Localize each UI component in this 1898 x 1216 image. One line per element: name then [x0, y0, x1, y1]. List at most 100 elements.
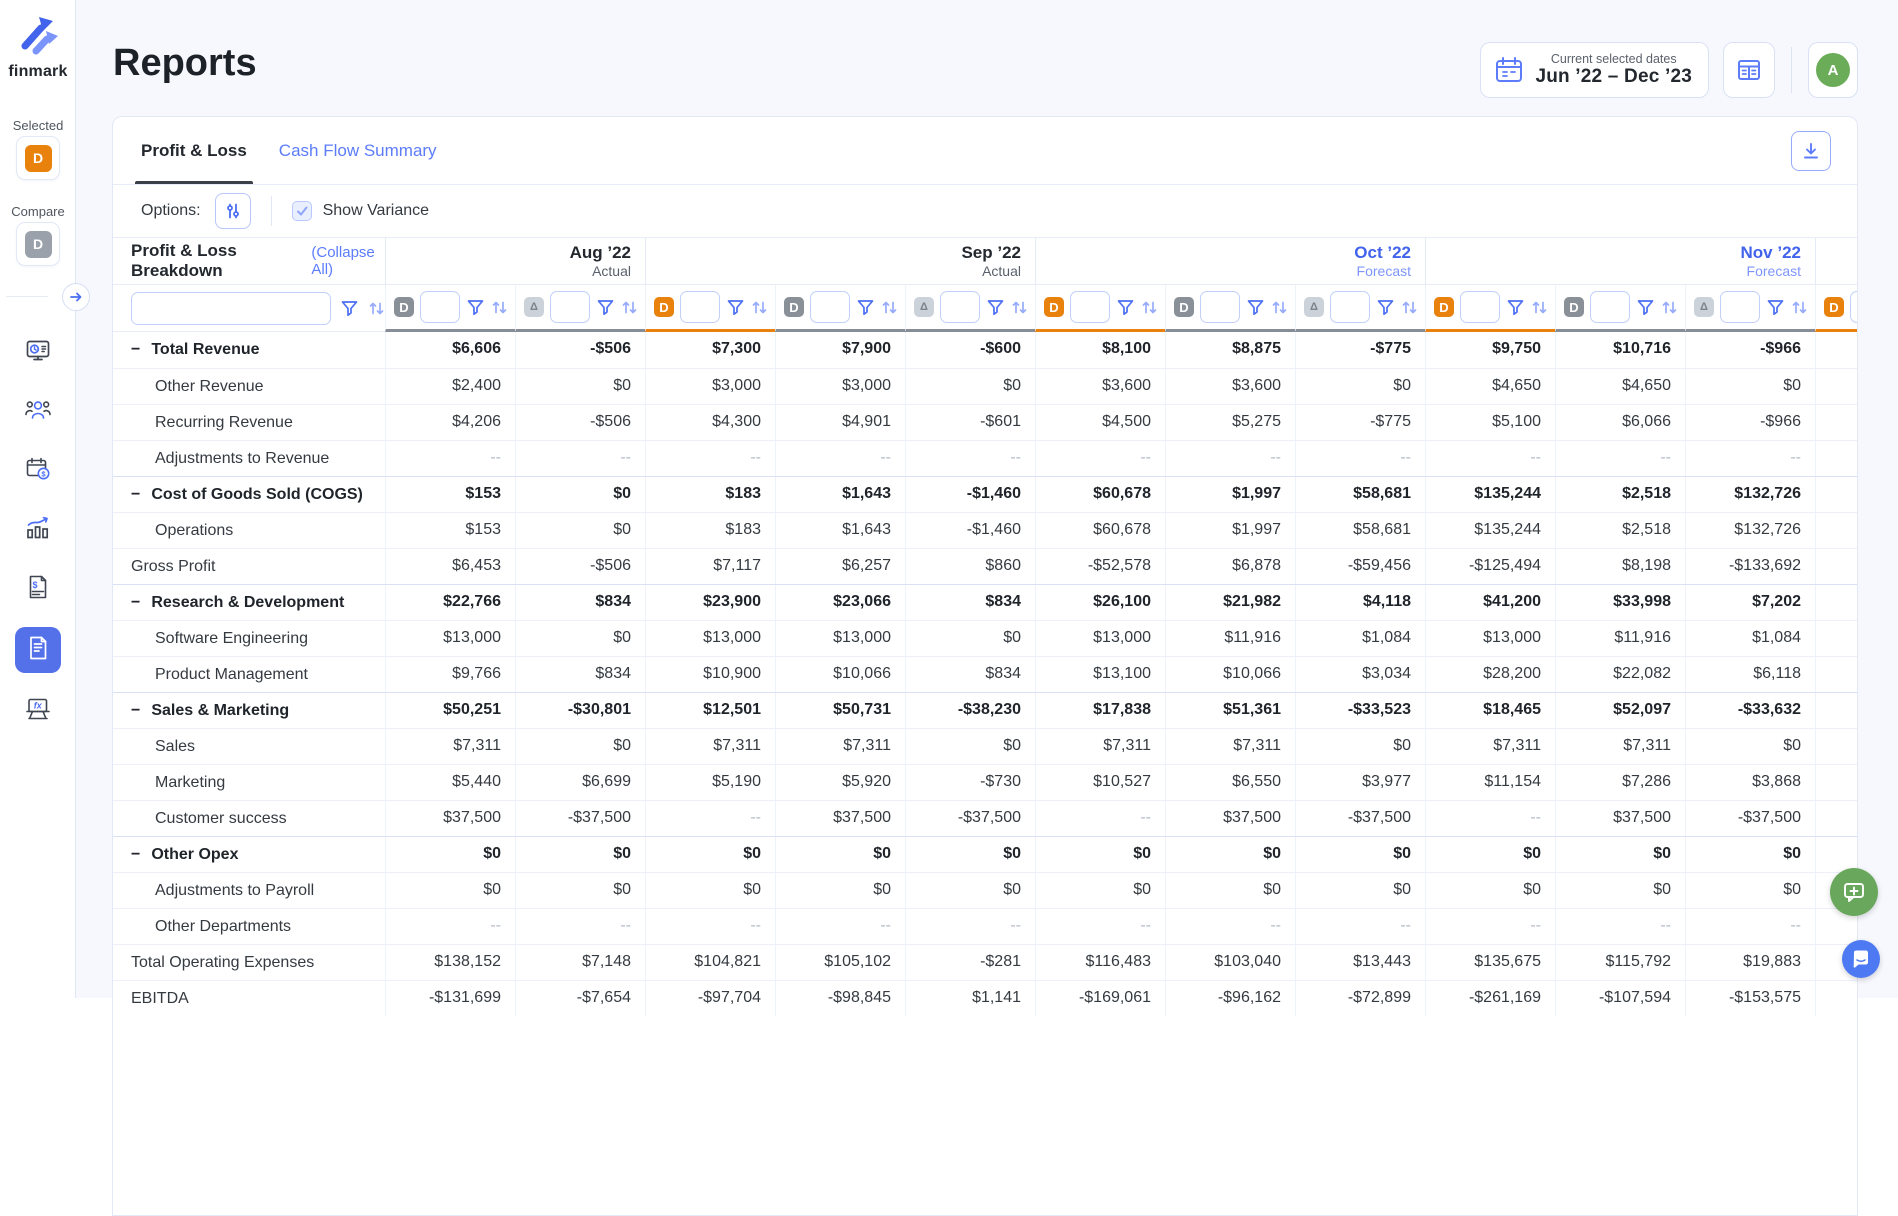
- filter-icon[interactable]: [596, 298, 615, 317]
- column-filter-cell: D: [775, 285, 905, 332]
- cell-value: $3,977: [1295, 765, 1425, 800]
- cell-value: -$775: [1295, 332, 1425, 368]
- column-filter-input[interactable]: [1850, 291, 1858, 323]
- user-menu-button[interactable]: A: [1808, 42, 1858, 98]
- collapse-row-icon[interactable]: −: [131, 702, 140, 720]
- filter-icon[interactable]: [1506, 298, 1525, 317]
- sort-icon[interactable]: [1791, 299, 1808, 316]
- column-filter-input[interactable]: [550, 291, 590, 323]
- cell-value: $4,650: [1555, 369, 1685, 404]
- column-options-button[interactable]: [215, 193, 251, 229]
- svg-text:$: $: [32, 580, 37, 590]
- collapse-row-icon[interactable]: −: [131, 486, 140, 504]
- board-view-button[interactable]: [1723, 42, 1775, 98]
- sort-icon[interactable]: [881, 299, 898, 316]
- cell-value: $7,311: [1165, 729, 1295, 764]
- filter-icon[interactable]: [1246, 298, 1265, 317]
- column-filter-input[interactable]: [1460, 291, 1500, 323]
- row-search-input[interactable]: [131, 292, 331, 325]
- sidebar-expand-button[interactable]: [62, 283, 90, 311]
- cell-value: $13,000: [775, 621, 905, 656]
- filter-icon[interactable]: [1636, 298, 1655, 317]
- month-sublabel: Forecast: [1747, 263, 1801, 279]
- collapse-row-icon[interactable]: −: [131, 341, 140, 359]
- sort-icon[interactable]: [1271, 299, 1288, 316]
- sidebar-item-hiring[interactable]: [15, 391, 61, 433]
- support-chat-button[interactable]: [1842, 940, 1880, 978]
- cell-value: $37,500: [1165, 801, 1295, 836]
- download-report-button[interactable]: [1791, 131, 1831, 171]
- compare-scenario-button[interactable]: D: [16, 222, 60, 266]
- sort-icon[interactable]: [621, 299, 638, 316]
- sort-icon[interactable]: [751, 299, 768, 316]
- column-filter-input[interactable]: [1720, 291, 1760, 323]
- cell-value: $0: [1295, 837, 1425, 872]
- cell-value: $0: [515, 729, 645, 764]
- filter-icon[interactable]: [986, 298, 1005, 317]
- tab-profit-and-loss[interactable]: Profit & Loss: [141, 117, 247, 184]
- sort-icon[interactable]: [1011, 299, 1028, 316]
- table-row: Marketing$5,440$6,699$5,190$5,920-$730$1…: [113, 764, 1857, 800]
- column-filter-input[interactable]: [680, 291, 720, 323]
- cell-value: $0: [775, 873, 905, 908]
- row-label-cell: Gross Profit: [113, 549, 385, 584]
- sidebar-item-dashboard[interactable]: [15, 332, 61, 374]
- column-filter-input[interactable]: [420, 291, 460, 323]
- cell-value: $60,678: [1035, 477, 1165, 512]
- report-card: Profit & Loss Cash Flow Summary Options:: [112, 116, 1858, 1216]
- cell-value: --: [1425, 909, 1555, 944]
- row-label: EBITDA: [131, 990, 189, 1008]
- scenario-badge-selected: D: [654, 297, 674, 317]
- selected-scenario-button[interactable]: D: [16, 136, 60, 180]
- filter-icon[interactable]: [1116, 298, 1135, 317]
- sidebar-item-formulas[interactable]: fx: [15, 690, 61, 732]
- sidebar-item-payroll[interactable]: $: [15, 450, 61, 492]
- page-title: Reports: [113, 42, 257, 85]
- feedback-button[interactable]: [1830, 868, 1878, 916]
- filter-icon[interactable]: [1766, 298, 1785, 317]
- column-filter-input[interactable]: [1590, 291, 1630, 323]
- table-month-header-row: Profit & Loss Breakdown(Collapse All)Aug…: [113, 238, 1857, 285]
- collapse-row-icon[interactable]: −: [131, 846, 140, 864]
- cell-value: -$96,162: [1165, 981, 1295, 1016]
- column-filter-input[interactable]: [940, 291, 980, 323]
- cell-value: $0: [385, 837, 515, 872]
- cell-value: $153: [385, 477, 515, 512]
- sort-icon[interactable]: [1141, 299, 1158, 316]
- sort-icon[interactable]: [368, 300, 385, 317]
- filter-icon[interactable]: [856, 298, 875, 317]
- table-row: −Cost of Goods Sold (COGS)$153$0$183$1,6…: [113, 476, 1857, 512]
- column-filter-cell: D: [1425, 285, 1555, 332]
- sort-icon[interactable]: [1531, 299, 1548, 316]
- filter-icon[interactable]: [1376, 298, 1395, 317]
- column-filter-input[interactable]: [1070, 291, 1110, 323]
- cell-value: $135,675: [1425, 945, 1555, 980]
- sort-icon[interactable]: [1661, 299, 1678, 316]
- show-variance-checkbox[interactable]: [292, 201, 312, 221]
- filter-icon[interactable]: [340, 299, 359, 318]
- date-range-button[interactable]: Current selected dates Jun ’22 – Dec ’23: [1480, 42, 1709, 98]
- sort-icon[interactable]: [1401, 299, 1418, 316]
- sort-icon[interactable]: [491, 299, 508, 316]
- cell-value: $3,034: [1295, 657, 1425, 692]
- table-row: −Sales & Marketing$50,251-$30,801$12,501…: [113, 692, 1857, 728]
- column-filter-input[interactable]: [1200, 291, 1240, 323]
- cell-value: $8,100: [1035, 332, 1165, 368]
- sidebar-item-reports[interactable]: [15, 627, 61, 673]
- sidebar-item-metrics[interactable]: [15, 509, 61, 551]
- collapse-row-icon[interactable]: −: [131, 594, 140, 612]
- column-filter-input[interactable]: [1330, 291, 1370, 323]
- row-label-cell: Adjustments to Revenue: [113, 441, 385, 476]
- filter-icon[interactable]: [466, 298, 485, 317]
- cell-value: $58,681: [1295, 513, 1425, 548]
- tab-cash-flow-summary[interactable]: Cash Flow Summary: [279, 117, 437, 184]
- month-label: Oct ’22: [1354, 243, 1411, 263]
- table-row: −Total Revenue$6,606-$506$7,300$7,900-$6…: [113, 332, 1857, 368]
- sidebar-item-expenses[interactable]: $: [15, 568, 61, 610]
- cell-value: $0: [1035, 837, 1165, 872]
- collapse-all-link[interactable]: (Collapse All): [311, 244, 385, 278]
- column-filter-input[interactable]: [810, 291, 850, 323]
- finmark-logo[interactable]: finmark: [0, 10, 76, 81]
- cell-value: --: [385, 909, 515, 944]
- filter-icon[interactable]: [726, 298, 745, 317]
